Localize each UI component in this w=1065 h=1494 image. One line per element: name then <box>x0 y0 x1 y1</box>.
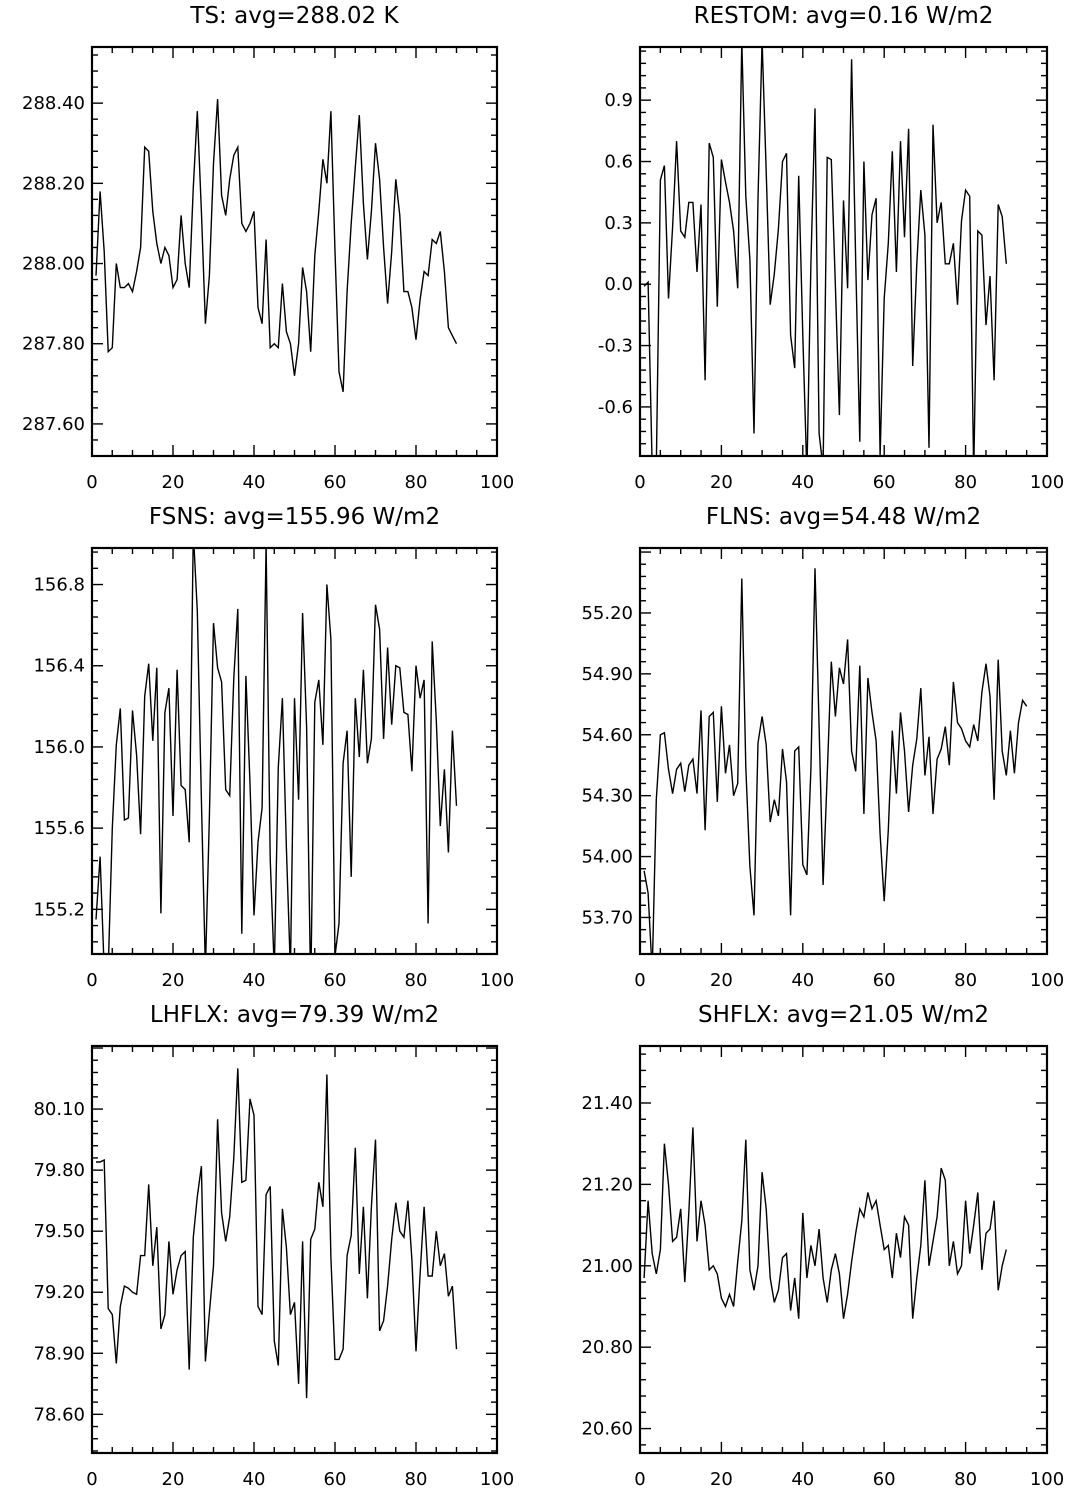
y-tick-label: 155.6 <box>33 818 85 839</box>
x-tick-label: 0 <box>86 970 97 991</box>
y-tick-label: 0.0 <box>604 274 633 295</box>
y-tick-label: 79.80 <box>33 1160 85 1181</box>
x-tick-label: 60 <box>324 472 347 493</box>
chart-panel: LHFLX: avg=79.39 W/m2 0 20 40 60 80 100 78.60 78… <box>33 1002 514 1490</box>
x-tick-label: 100 <box>1030 970 1064 991</box>
x-tick-label: 0 <box>634 970 645 991</box>
y-tick-label: 80.10 <box>33 1099 85 1120</box>
chart-title: FLNS: avg=54.48 W/m2 <box>706 504 981 530</box>
chart-title: TS: avg=288.02 K <box>189 3 399 29</box>
chart-panel: SHFLX: avg=21.05 W/m2 0 20 40 60 80 100 20.60 20… <box>581 1002 1064 1490</box>
series-line <box>643 568 1028 954</box>
x-tick-label: 80 <box>405 1469 428 1490</box>
chart-title: RESTOM: avg=0.16 W/m2 <box>694 3 994 29</box>
y-tick-label: 54.90 <box>581 664 633 685</box>
chart-panel: RESTOM: avg=0.16 W/m2 0 20 40 60 80 100 -0.6 -0.… <box>598 3 1064 493</box>
y-tick-label: 78.90 <box>33 1343 85 1364</box>
x-tick-label: 60 <box>324 1469 347 1490</box>
chart-panel: FLNS: avg=54.48 W/m2 0 20 40 60 80 100 53.70 54.… <box>581 504 1064 991</box>
x-tick-label: 40 <box>791 1469 814 1490</box>
plot-frame <box>638 45 1049 458</box>
x-tick-label: 100 <box>480 1469 514 1490</box>
x-tick-label: 80 <box>954 970 977 991</box>
y-tick-label: 79.50 <box>33 1221 85 1242</box>
y-tick-label: 156.4 <box>33 656 85 677</box>
x-tick-label: 0 <box>86 472 97 493</box>
y-tick-label: 21.40 <box>581 1093 633 1114</box>
x-tick-label: 0 <box>634 1469 645 1490</box>
chart-panel: FSNS: avg=155.96 W/m2 0 20 40 60 80 100 155.2 15… <box>33 504 514 991</box>
y-tick-label: 54.60 <box>581 725 633 746</box>
x-tick-label: 80 <box>954 472 977 493</box>
y-tick-label: 288.40 <box>22 93 85 114</box>
x-tick-label: 20 <box>162 1469 185 1490</box>
series-line <box>95 548 458 954</box>
x-tick-label: 60 <box>873 472 896 493</box>
y-tick-label: -0.3 <box>598 336 633 357</box>
series-line <box>95 99 458 392</box>
y-tick-label: 20.80 <box>581 1337 633 1358</box>
x-tick-label: 100 <box>1030 1469 1064 1490</box>
y-tick-label: 21.20 <box>581 1174 633 1195</box>
y-tick-label: 288.20 <box>22 173 85 194</box>
plot-frame <box>90 45 499 458</box>
y-tick-label: 0.3 <box>604 213 633 234</box>
x-tick-label: 80 <box>405 970 428 991</box>
x-tick-label: 0 <box>634 472 645 493</box>
x-tick-label: 0 <box>86 1469 97 1490</box>
series-line <box>643 47 1007 456</box>
x-tick-label: 80 <box>405 472 428 493</box>
y-tick-label: 55.20 <box>581 603 633 624</box>
y-tick-label: 288.00 <box>22 254 85 275</box>
y-tick-label: 287.80 <box>22 334 85 355</box>
x-tick-label: 40 <box>791 472 814 493</box>
y-tick-label: 53.70 <box>581 907 633 928</box>
x-tick-label: 60 <box>324 970 347 991</box>
x-tick-label: 40 <box>791 970 814 991</box>
chart-title: SHFLX: avg=21.05 W/m2 <box>698 1002 989 1028</box>
x-tick-label: 100 <box>480 970 514 991</box>
y-tick-label: 54.00 <box>581 847 633 868</box>
x-tick-label: 80 <box>954 1469 977 1490</box>
x-tick-label: 20 <box>710 970 733 991</box>
x-tick-label: 20 <box>710 1469 733 1490</box>
x-tick-label: 20 <box>162 472 185 493</box>
x-tick-label: 100 <box>1030 472 1064 493</box>
x-tick-label: 20 <box>162 970 185 991</box>
chart-title: LHFLX: avg=79.39 W/m2 <box>150 1002 439 1028</box>
y-tick-label: 54.30 <box>581 786 633 807</box>
x-tick-label: 40 <box>243 970 266 991</box>
plot-frame <box>638 546 1049 956</box>
y-tick-label: 155.2 <box>33 899 85 920</box>
y-tick-label: 0.9 <box>604 90 633 111</box>
y-tick-label: 78.60 <box>33 1404 85 1425</box>
series-line <box>96 1068 458 1399</box>
chart-title: FSNS: avg=155.96 W/m2 <box>149 504 440 530</box>
x-tick-label: 100 <box>480 472 514 493</box>
plot-frame <box>90 1044 499 1455</box>
x-tick-label: 20 <box>710 472 733 493</box>
y-tick-label: 79.20 <box>33 1282 85 1303</box>
x-tick-label: 60 <box>873 970 896 991</box>
y-tick-label: -0.6 <box>598 397 633 418</box>
y-tick-label: 156.8 <box>33 575 85 596</box>
y-tick-label: 21.00 <box>581 1256 633 1277</box>
y-tick-label: 156.0 <box>33 737 85 758</box>
series-line <box>643 1127 1007 1319</box>
x-tick-label: 40 <box>243 472 266 493</box>
y-tick-label: 0.6 <box>604 152 633 173</box>
y-tick-label: 287.60 <box>22 414 85 435</box>
x-tick-label: 60 <box>873 1469 896 1490</box>
y-tick-label: 20.60 <box>581 1419 633 1440</box>
chart-panel: TS: avg=288.02 K 0 20 40 60 80 100 287.60 287.80… <box>22 3 514 493</box>
plot-frame <box>90 546 499 956</box>
x-tick-label: 40 <box>243 1469 266 1490</box>
plot-frame <box>638 1044 1049 1455</box>
